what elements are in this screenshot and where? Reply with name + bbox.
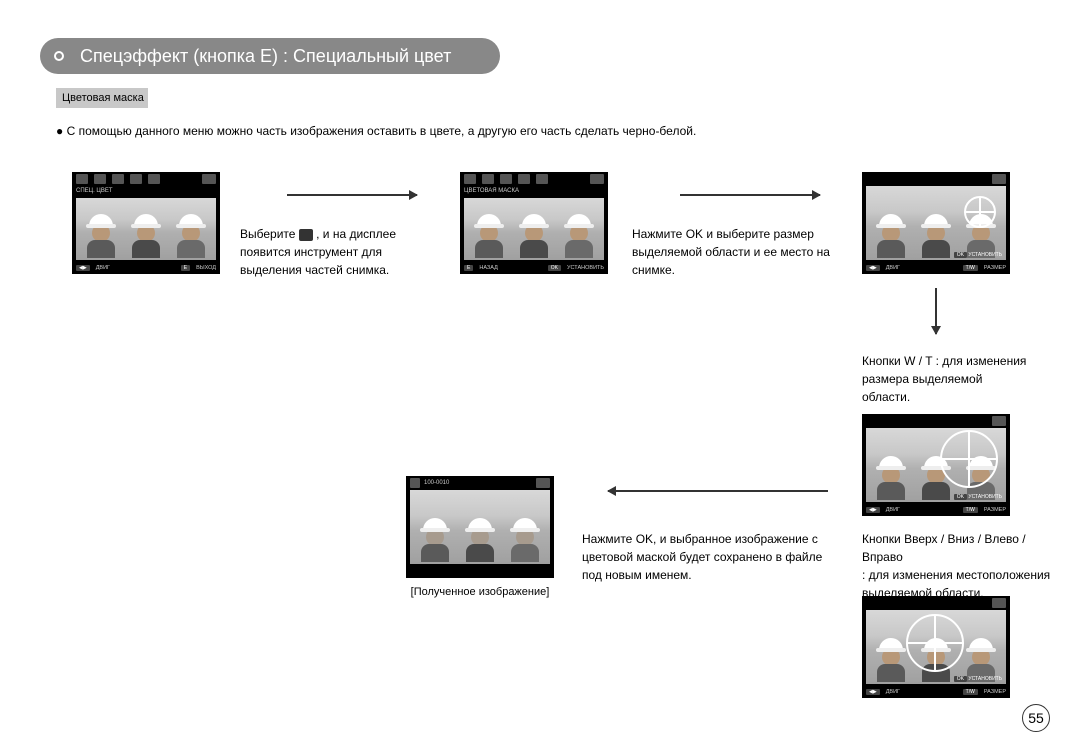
page-number: 55 xyxy=(1022,704,1050,732)
instruction-text-1: Выберите , и на дисплее появится инструм… xyxy=(240,225,440,279)
intro-text: ● С помощью данного меню можно часть изо… xyxy=(56,124,696,138)
btn-text: РАЗМЕР xyxy=(984,507,1006,513)
btn-text: УСТАНОВИТЬ xyxy=(968,252,1002,258)
mask-tool-icon xyxy=(299,229,313,241)
selection-circle-large xyxy=(940,430,998,488)
selection-circle-small xyxy=(964,196,996,228)
mode-icon xyxy=(94,174,106,184)
battery-icon xyxy=(992,416,1006,426)
photo-area xyxy=(410,490,550,564)
btn-key: OK xyxy=(954,252,967,258)
btn-key: E xyxy=(464,265,473,271)
arrow-right-2 xyxy=(680,194,820,196)
battery-icon xyxy=(202,174,216,184)
btn-key: E xyxy=(181,265,190,271)
mode-icon xyxy=(536,174,548,184)
btn-text: УСТАНОВИТЬ xyxy=(968,676,1002,682)
mode-icon xyxy=(130,174,142,184)
photo-area xyxy=(464,198,604,260)
btn-text: РАЗМЕР xyxy=(984,689,1006,695)
mode-icon xyxy=(482,174,494,184)
photo-area xyxy=(76,198,216,260)
screen-top-icons xyxy=(862,596,1010,610)
camera-screen-1: СПЕЦ. ЦВЕТ ◀▶ ДВИГ E ВЫХОД xyxy=(72,172,220,274)
btn-key: ◀▶ xyxy=(76,265,90,271)
instruction-text-4: Кнопки Вверх / Вниз / Влево / Вправо : д… xyxy=(862,530,1062,602)
btn-key: T/W xyxy=(963,507,978,513)
screen-top-icons xyxy=(862,172,1010,186)
instruction-text-3: Кнопки W / T : для изменения размера выд… xyxy=(862,352,1032,406)
btn-key: OK xyxy=(548,265,561,271)
screen-bottom-bar: ◀▶ ДВИГ T/W РАЗМЕР xyxy=(862,504,1010,516)
mode-icon xyxy=(518,174,530,184)
btn-text: УСТАНОВИТЬ xyxy=(968,494,1002,500)
mode-icon xyxy=(148,174,160,184)
btn-text: РАЗМЕР xyxy=(984,265,1006,271)
battery-icon xyxy=(992,174,1006,184)
play-icon xyxy=(410,478,420,488)
section-sub-header: Цветовая маска xyxy=(56,88,148,108)
instruction-text-2: Нажмите OK и выберите размер выделяемой … xyxy=(632,225,842,279)
camera-screen-2: ЦВЕТОВАЯ МАСКА E НАЗАД OK УСТАНОВИТЬ xyxy=(460,172,608,274)
btn-text: ДВИГ xyxy=(96,265,110,271)
btn-text: УСТАНОВИТЬ xyxy=(567,265,604,271)
photo-area: OK УСТАНОВИТЬ xyxy=(866,186,1006,260)
btn-text: НАЗАД xyxy=(479,265,497,271)
btn-key: OK xyxy=(954,494,967,500)
screen-top-icons xyxy=(72,172,220,186)
final-image-caption: [Полученное изображение] xyxy=(398,586,562,598)
photo-area: OK УСТАНОВИТЬ xyxy=(866,428,1006,502)
screen-bottom-bar: ◀▶ ДВИГ T/W РАЗМЕР xyxy=(862,686,1010,698)
btn-text: ВЫХОД xyxy=(196,265,216,271)
btn-key: OK xyxy=(954,676,967,682)
screen-bottom-bar: E НАЗАД OK УСТАНОВИТЬ xyxy=(460,262,608,274)
screen-label: СПЕЦ. ЦВЕТ xyxy=(72,186,220,196)
battery-icon xyxy=(590,174,604,184)
camera-screen-4: OK УСТАНОВИТЬ ◀▶ ДВИГ T/W РАЗМЕР xyxy=(862,414,1010,516)
instruction-text-5: Нажмите OK, и выбранное изображение с цв… xyxy=(582,530,842,584)
btn-text: ДВИГ xyxy=(886,265,900,271)
btn-key: T/W xyxy=(963,689,978,695)
page-title: Спецэффект (кнопка E) : Специальный цвет xyxy=(80,46,451,67)
arrow-down-1 xyxy=(935,288,937,334)
screen-label: ЦВЕТОВАЯ МАСКА xyxy=(460,186,608,196)
btn-key: T/W xyxy=(963,265,978,271)
screen-bottom-bar: ◀▶ ДВИГ E ВЫХОД xyxy=(72,262,220,274)
arrow-right-1 xyxy=(287,194,417,196)
btn-text: ДВИГ xyxy=(886,507,900,513)
screen-bottom-bar xyxy=(406,566,554,578)
mode-icon xyxy=(112,174,124,184)
mode-icon xyxy=(76,174,88,184)
btn-key: ◀▶ xyxy=(866,689,880,695)
battery-icon xyxy=(992,598,1006,608)
camera-screen-final: 100-0010 xyxy=(406,476,554,578)
selection-circle-centered xyxy=(906,614,964,672)
screen-top-icons xyxy=(460,172,608,186)
camera-screen-3: OK УСТАНОВИТЬ ◀▶ ДВИГ T/W РАЗМЕР xyxy=(862,172,1010,274)
photo-area: OK УСТАНОВИТЬ xyxy=(866,610,1006,684)
page-header: Спецэффект (кнопка E) : Специальный цвет xyxy=(40,38,500,74)
btn-key: ◀▶ xyxy=(866,507,880,513)
screen-bottom-bar: ◀▶ ДВИГ T/W РАЗМЕР xyxy=(862,262,1010,274)
btn-key: ◀▶ xyxy=(866,265,880,271)
mode-icon xyxy=(464,174,476,184)
screen-top-icons xyxy=(862,414,1010,428)
header-dot-icon xyxy=(54,51,64,61)
battery-icon xyxy=(536,478,550,488)
camera-screen-5: OK УСТАНОВИТЬ ◀▶ ДВИГ T/W РАЗМЕР xyxy=(862,596,1010,698)
btn-text: ДВИГ xyxy=(886,689,900,695)
arrow-left-1 xyxy=(608,490,828,492)
screen-top-icons: 100-0010 xyxy=(406,476,554,490)
mode-icon xyxy=(500,174,512,184)
file-counter: 100-0010 xyxy=(424,480,449,486)
